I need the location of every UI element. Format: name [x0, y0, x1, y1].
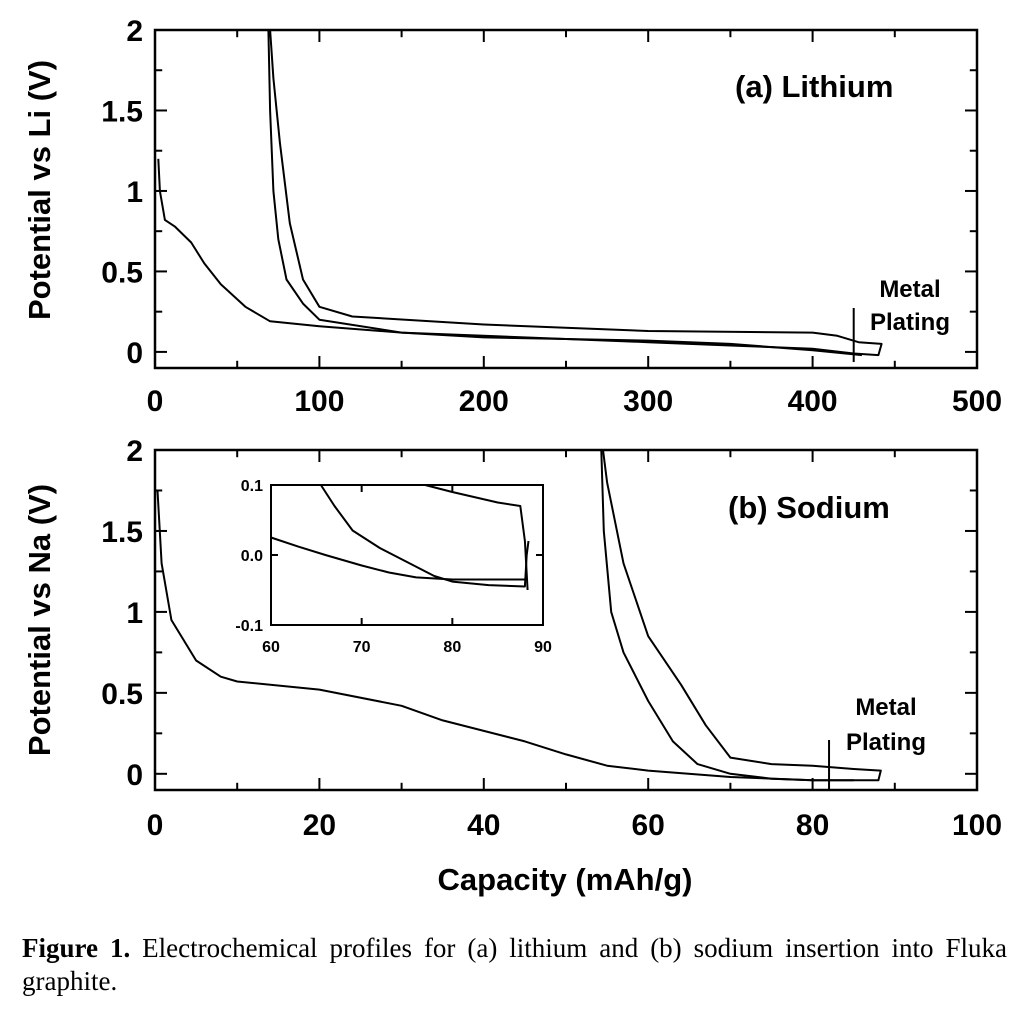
- y-tick-label: 0.1: [241, 478, 263, 495]
- x-tick-label: 400: [788, 385, 838, 418]
- y-tick-label: 0.0: [241, 548, 263, 565]
- lithium-axis-ticks: [154, 29, 978, 368]
- x-tick-label: 100: [952, 809, 1002, 842]
- y-tick-label: 0.5: [101, 678, 143, 711]
- x-tick-label: 100: [294, 385, 344, 418]
- sodium-panel-title: (b) Sodium: [728, 490, 890, 525]
- y-tick-label: -0.1: [235, 618, 263, 635]
- lithium-annotation: Metal Plating: [852, 276, 950, 362]
- x-tick-label: 20: [303, 809, 336, 842]
- figure-caption: Figure 1. Electrochemical profiles for (…: [22, 932, 1007, 998]
- y-tick-label: 1.5: [101, 95, 143, 128]
- sodium-annotation-line2: Plating: [846, 729, 926, 756]
- x-tick-label: 200: [459, 385, 509, 418]
- inset-plot: 60 70 80 90 -0.1 0.0 0.1: [235, 478, 552, 656]
- inset-axis-ticks: [270, 484, 544, 626]
- x-axis-label: Capacity (mAh/g): [438, 862, 693, 897]
- sodium-y-axis-label: Potential vs Na (V): [22, 484, 57, 756]
- series-line-1: [157, 29, 883, 357]
- y-tick-label: 1: [126, 597, 143, 630]
- caption-text: Electrochemical profiles for (a) lithium…: [22, 933, 1007, 996]
- lithium-annotation-line2: Plating: [870, 309, 950, 336]
- x-tick-label: 500: [952, 385, 1002, 418]
- x-tick-label: 60: [262, 639, 280, 656]
- x-tick-label: 0: [147, 385, 164, 418]
- sodium-series-group: [156, 449, 882, 782]
- sodium-panel: 0 20 40 60 80 100 0 0.5 1 1.5 2 (b) Sodium Potenti…: [22, 435, 1002, 897]
- x-tick-label: 70: [353, 639, 371, 656]
- lithium-tick-labels: 0 100 200 300 400 500 0 0.5 1 1.5 2: [101, 15, 1002, 418]
- caption-label: Figure 1.: [22, 933, 131, 963]
- x-tick-label: 90: [534, 639, 552, 656]
- inset-plot-frame: [270, 484, 544, 626]
- y-tick-label: 1.5: [101, 516, 143, 549]
- y-tick-label: 0: [126, 759, 143, 792]
- series-line-2: [600, 449, 854, 782]
- series-line-2: [267, 29, 862, 357]
- y-tick-label: 1: [126, 176, 143, 209]
- lithium-annotation-line1: Metal: [879, 276, 940, 303]
- sodium-annotation-line1: Metal: [855, 694, 916, 721]
- series-line-3: [424, 484, 529, 591]
- lithium-panel-title: (a) Lithium: [735, 69, 893, 104]
- lithium-series-group: [157, 29, 883, 357]
- x-tick-label: 300: [623, 385, 673, 418]
- lithium-panel: 0 100 200 300 400 500 0 0.5 1 1.5 2 (a) Lithium Po…: [22, 15, 1002, 418]
- inset-tick-labels: 60 70 80 90 -0.1 0.0 0.1: [235, 478, 552, 656]
- x-tick-label: 0: [147, 809, 164, 842]
- y-tick-label: 2: [126, 435, 143, 468]
- y-tick-label: 0.5: [101, 256, 143, 289]
- x-tick-label: 60: [632, 809, 665, 842]
- x-tick-label: 80: [796, 809, 829, 842]
- x-tick-label: 40: [467, 809, 500, 842]
- series-line-1: [270, 536, 525, 581]
- lithium-y-axis-label: Potential vs Li (V): [22, 60, 57, 320]
- inset-series-group: [270, 484, 530, 591]
- y-tick-label: 2: [126, 15, 143, 48]
- y-tick-label: 0: [126, 337, 143, 370]
- sodium-axis-ticks: [154, 449, 978, 790]
- sodium-annotation: Metal Plating: [828, 694, 926, 790]
- series-line-2: [320, 484, 530, 588]
- sodium-tick-labels: 0 20 40 60 80 100 0 0.5 1 1.5 2: [101, 435, 1002, 842]
- x-tick-label: 80: [443, 639, 461, 656]
